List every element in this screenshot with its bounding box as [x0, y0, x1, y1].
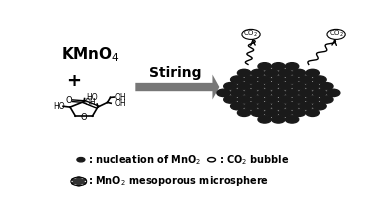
Text: OH: OH — [85, 99, 96, 107]
Circle shape — [279, 69, 292, 77]
Circle shape — [83, 182, 86, 184]
Circle shape — [238, 83, 251, 90]
Circle shape — [75, 182, 78, 184]
Circle shape — [217, 89, 230, 97]
Circle shape — [285, 116, 299, 123]
Circle shape — [279, 96, 292, 103]
Circle shape — [77, 184, 80, 186]
Text: KMnO$_4$: KMnO$_4$ — [61, 45, 120, 64]
Circle shape — [265, 83, 278, 90]
Circle shape — [224, 83, 237, 90]
Circle shape — [251, 96, 265, 103]
Circle shape — [319, 96, 333, 103]
Text: : nucleation of MnO$_2$: : nucleation of MnO$_2$ — [88, 153, 201, 167]
Circle shape — [285, 76, 299, 83]
Circle shape — [242, 29, 260, 39]
Text: O: O — [81, 113, 87, 122]
Circle shape — [272, 89, 285, 97]
Circle shape — [81, 181, 84, 182]
Circle shape — [258, 102, 271, 110]
Circle shape — [313, 102, 326, 110]
Circle shape — [265, 109, 278, 117]
Circle shape — [230, 102, 244, 110]
Circle shape — [77, 158, 85, 162]
Text: : CO$_2$ bubble: : CO$_2$ bubble — [218, 153, 289, 167]
Circle shape — [230, 89, 244, 97]
Circle shape — [265, 69, 278, 77]
Circle shape — [285, 63, 299, 70]
Circle shape — [75, 179, 78, 181]
Circle shape — [77, 177, 80, 179]
Circle shape — [299, 76, 312, 83]
Text: +: + — [66, 72, 81, 90]
Circle shape — [238, 69, 251, 77]
Circle shape — [272, 76, 285, 83]
Circle shape — [74, 181, 76, 182]
Circle shape — [238, 109, 251, 117]
Circle shape — [244, 89, 258, 97]
Circle shape — [292, 109, 306, 117]
Circle shape — [327, 89, 340, 97]
Text: HO: HO — [54, 102, 65, 111]
Circle shape — [279, 83, 292, 90]
Text: O: O — [65, 96, 72, 105]
Circle shape — [306, 83, 319, 90]
Text: CO$_2$: CO$_2$ — [328, 29, 344, 39]
Circle shape — [224, 96, 237, 103]
Circle shape — [285, 89, 299, 97]
Text: CO$_2$: CO$_2$ — [243, 29, 259, 39]
Circle shape — [285, 102, 299, 110]
Circle shape — [258, 76, 271, 83]
Circle shape — [272, 63, 285, 70]
Circle shape — [208, 158, 216, 162]
Circle shape — [306, 96, 319, 103]
Circle shape — [319, 83, 333, 90]
Circle shape — [244, 102, 258, 110]
Text: HO: HO — [86, 93, 98, 102]
Circle shape — [279, 109, 292, 117]
Circle shape — [230, 76, 244, 83]
Circle shape — [79, 182, 82, 184]
Circle shape — [238, 96, 251, 103]
Circle shape — [77, 181, 80, 182]
Circle shape — [313, 76, 326, 83]
Circle shape — [258, 63, 271, 70]
Circle shape — [313, 89, 326, 97]
Circle shape — [272, 102, 285, 110]
Circle shape — [299, 102, 312, 110]
Circle shape — [292, 96, 306, 103]
Circle shape — [83, 179, 86, 181]
Text: OH: OH — [114, 93, 126, 102]
Text: Stiring: Stiring — [149, 66, 201, 80]
Circle shape — [299, 89, 312, 97]
Circle shape — [292, 83, 306, 90]
Circle shape — [272, 116, 285, 123]
Circle shape — [72, 179, 75, 181]
Text: OH: OH — [114, 99, 126, 108]
Circle shape — [258, 116, 271, 123]
Circle shape — [265, 96, 278, 103]
Text: : MnO$_2$ mesoporous microsphere: : MnO$_2$ mesoporous microsphere — [88, 174, 269, 188]
Circle shape — [292, 69, 306, 77]
Circle shape — [251, 83, 265, 90]
Circle shape — [251, 69, 265, 77]
Circle shape — [306, 109, 319, 117]
Circle shape — [72, 182, 75, 184]
Circle shape — [306, 69, 319, 77]
Circle shape — [258, 89, 271, 97]
Circle shape — [244, 76, 258, 83]
Circle shape — [327, 29, 345, 39]
Circle shape — [251, 109, 265, 117]
Circle shape — [79, 179, 82, 181]
